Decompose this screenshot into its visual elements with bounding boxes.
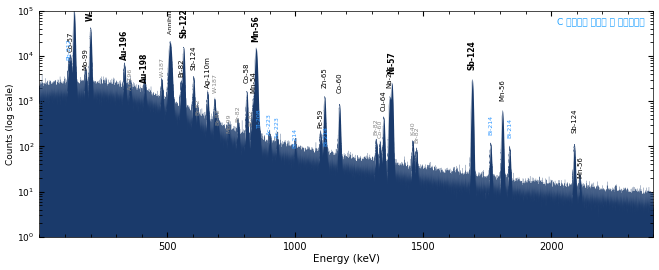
Text: K-40: K-40 bbox=[411, 121, 415, 135]
Text: Sb-122: Sb-122 bbox=[179, 8, 188, 38]
Text: Sb-124: Sb-124 bbox=[190, 45, 196, 70]
Text: W-181: W-181 bbox=[70, 0, 78, 3]
Text: Au-196: Au-196 bbox=[120, 30, 129, 60]
Text: Br-82: Br-82 bbox=[215, 108, 221, 125]
Text: Pb-212: Pb-212 bbox=[67, 39, 71, 60]
X-axis label: Energy (keV): Energy (keV) bbox=[313, 254, 380, 264]
Text: Mn-56: Mn-56 bbox=[500, 79, 505, 101]
Text: Au-196: Au-196 bbox=[128, 68, 132, 90]
Text: Bi-214: Bi-214 bbox=[488, 115, 493, 135]
Text: Ag-110m: Ag-110m bbox=[205, 56, 211, 87]
Text: Cu-64: Cu-64 bbox=[381, 90, 387, 111]
Text: Sb-124: Sb-124 bbox=[468, 40, 477, 70]
Text: W-187: W-187 bbox=[159, 57, 165, 77]
Text: Mn-54: Mn-54 bbox=[250, 72, 256, 93]
Text: Sb-124: Sb-124 bbox=[571, 108, 577, 133]
Text: Annihilation peak: Annihilation peak bbox=[167, 0, 173, 34]
Text: Bi-214: Bi-214 bbox=[324, 126, 328, 146]
Text: Tl-208: Tl-208 bbox=[257, 108, 262, 128]
Text: Bi-214: Bi-214 bbox=[293, 128, 298, 149]
Text: Na-24: Na-24 bbox=[387, 67, 393, 87]
Text: Br-82: Br-82 bbox=[248, 110, 254, 126]
Text: Ni-57: Ni-57 bbox=[387, 51, 397, 74]
Text: Co-57: Co-57 bbox=[67, 32, 73, 52]
Text: W-187: W-187 bbox=[86, 0, 95, 21]
Text: Ac-223: Ac-223 bbox=[267, 113, 272, 135]
Text: Co-60: Co-60 bbox=[337, 73, 343, 93]
Text: Ac-223: Ac-223 bbox=[275, 117, 280, 139]
Text: C 의료기관 지멘스 사 선형가속기: C 의료기관 지멘스 사 선형가속기 bbox=[557, 18, 645, 26]
Text: Zn-65: Zn-65 bbox=[322, 67, 328, 87]
Text: Mn-56: Mn-56 bbox=[252, 16, 260, 42]
Text: Br-82: Br-82 bbox=[178, 58, 184, 77]
Text: Mo-99: Mo-99 bbox=[82, 48, 89, 70]
Text: Br-82: Br-82 bbox=[195, 98, 200, 115]
Text: Br-82: Br-82 bbox=[374, 118, 379, 135]
Text: Au-198: Au-198 bbox=[140, 53, 150, 83]
Text: Mo-99: Mo-99 bbox=[226, 113, 231, 133]
Text: Fe-59: Fe-59 bbox=[318, 109, 324, 129]
Text: Co-60: Co-60 bbox=[378, 120, 383, 139]
Text: Mn-56: Mn-56 bbox=[577, 156, 583, 178]
Text: Co-58: Co-58 bbox=[244, 63, 250, 83]
Text: Br-82: Br-82 bbox=[236, 105, 241, 122]
Y-axis label: Counts (log scale): Counts (log scale) bbox=[5, 83, 14, 164]
Text: Br-82: Br-82 bbox=[414, 126, 419, 143]
Text: W-187: W-187 bbox=[212, 73, 217, 93]
Text: Bi-214: Bi-214 bbox=[507, 118, 512, 139]
